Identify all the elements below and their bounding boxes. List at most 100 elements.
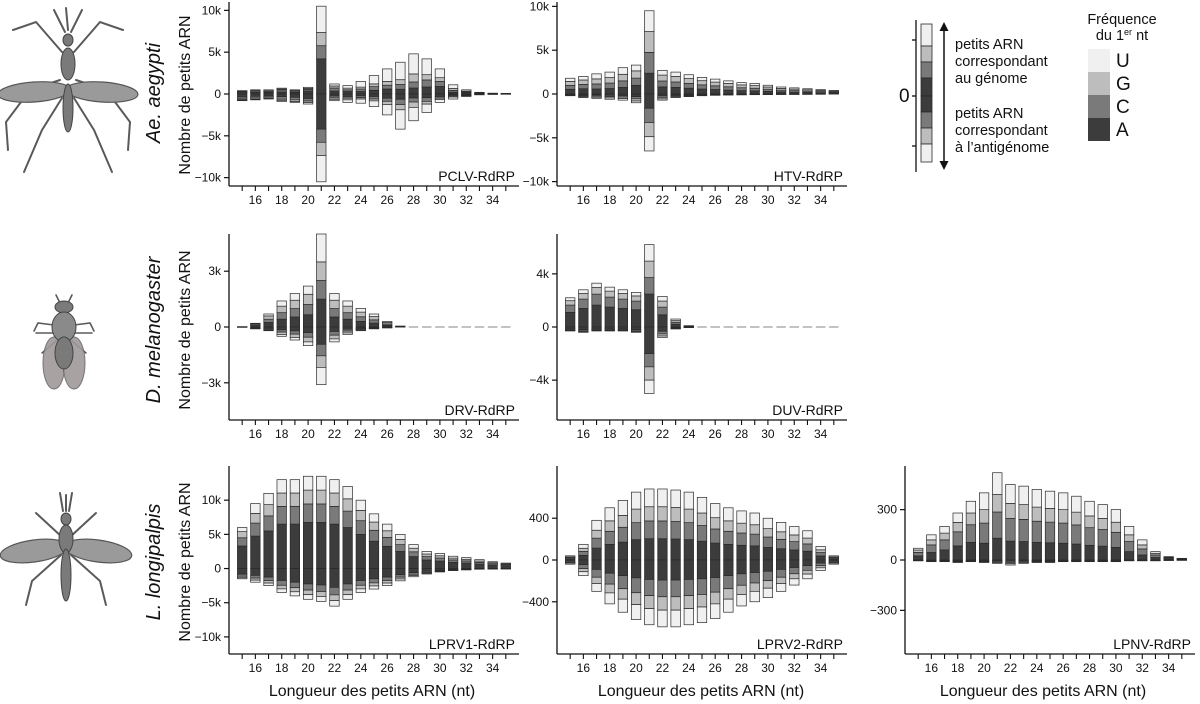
bar-segment-pos-G bbox=[1071, 511, 1082, 526]
bar-segment-pos-U bbox=[500, 562, 511, 565]
legend-arrow-up-head bbox=[939, 22, 949, 31]
bar-segment-pos-A bbox=[250, 535, 261, 569]
bar-segment-pos-C bbox=[1031, 520, 1042, 543]
y-axis-label-row1: Nombre de petits ARN bbox=[177, 15, 194, 174]
bar-segment-neg-U bbox=[382, 582, 393, 586]
bar-segment-pos-A bbox=[474, 563, 485, 569]
bar-segment-pos-G bbox=[289, 492, 301, 507]
bar-segment-pos-C bbox=[578, 298, 589, 309]
bar-segment-pos-U bbox=[644, 488, 655, 508]
bar-segment-neg-A bbox=[762, 559, 774, 572]
bar-segment-pos-A bbox=[736, 90, 747, 95]
bar-segment-neg-U bbox=[657, 98, 668, 101]
bar-segment-neg-U bbox=[302, 102, 314, 105]
bar-segment-pos-A bbox=[302, 522, 314, 569]
bar-segment-neg-U bbox=[408, 575, 419, 578]
panel-title: DUV-RdRP bbox=[772, 402, 843, 418]
bar-segment-pos-C bbox=[368, 86, 380, 91]
x-tick-label: 24 bbox=[1030, 661, 1044, 675]
y-tick-label: 0 bbox=[542, 553, 549, 567]
bar-segment-neg-C bbox=[670, 579, 681, 598]
bar-segment-pos-U bbox=[250, 503, 261, 514]
x-tick-label: 30 bbox=[761, 427, 775, 441]
legend-label-U: U bbox=[1116, 51, 1130, 72]
bar-segment-neg-C bbox=[382, 576, 393, 581]
bar-segment-neg-U bbox=[302, 341, 314, 346]
bar-segment-neg-G bbox=[710, 591, 721, 605]
bar-segment-neg-U bbox=[263, 329, 274, 332]
bar-segment-pos-U bbox=[749, 83, 760, 86]
bar-segment-pos-G bbox=[604, 77, 615, 84]
mosquito-icon bbox=[0, 7, 139, 173]
bar-segment-neg-C bbox=[329, 331, 340, 336]
bar-segment-pos-U bbox=[1097, 504, 1108, 519]
x-tick-label: 34 bbox=[486, 661, 500, 675]
bar-segment-pos-G bbox=[657, 74, 668, 82]
bar-segment-neg-C bbox=[644, 579, 655, 596]
legend-zero-label: 0 bbox=[899, 86, 910, 107]
bar-segment-neg-C bbox=[657, 579, 668, 598]
bar-segment-neg-A bbox=[329, 568, 340, 588]
x-tick-label: 24 bbox=[682, 661, 696, 675]
bar-segment-pos-C bbox=[617, 526, 629, 543]
bar-segment-neg-A bbox=[644, 559, 655, 580]
bar-segment-neg-U bbox=[578, 571, 589, 577]
bar-segment-pos-A bbox=[670, 87, 681, 95]
panel-title: DRV-RdRP bbox=[444, 402, 515, 418]
bar-segment-pos-C bbox=[723, 86, 734, 91]
x-tick-label: 18 bbox=[603, 661, 617, 675]
bar-segment-pos-A bbox=[939, 549, 950, 561]
bar-segment-pos-U bbox=[382, 523, 393, 532]
bar-segment-pos-C bbox=[368, 319, 380, 324]
bar-segment-pos-G bbox=[355, 311, 366, 318]
bar-segment-neg-C bbox=[657, 330, 668, 335]
bar-segment-pos-G bbox=[329, 492, 340, 507]
bar-segment-pos-A bbox=[1084, 544, 1095, 561]
y-tick-label: 3k bbox=[208, 264, 222, 278]
bar-segment-neg-U bbox=[434, 99, 446, 103]
bar-segment-neg-C bbox=[762, 570, 774, 582]
bar-segment-pos-U bbox=[604, 71, 615, 78]
bar-segment-pos-C bbox=[710, 85, 721, 90]
bar-segment-pos-C bbox=[421, 556, 432, 561]
x-tick-label: 18 bbox=[275, 427, 289, 441]
bar-segment-pos-U bbox=[710, 503, 721, 519]
bar-segment-pos-A bbox=[1110, 547, 1122, 561]
bar-segment-pos-G bbox=[630, 508, 642, 524]
bar-segment-pos-C bbox=[382, 537, 393, 547]
bar-segment-neg-A bbox=[237, 568, 248, 575]
bar-segment-pos-U bbox=[382, 321, 393, 323]
bar-segment-pos-G bbox=[604, 290, 615, 298]
bar-segment-neg-C bbox=[644, 107, 655, 123]
bar-segment-pos-G bbox=[1110, 521, 1122, 533]
bar-segment-neg-U bbox=[421, 103, 432, 113]
x-tick-label: 28 bbox=[735, 427, 749, 441]
y-tick-label: 5k bbox=[208, 527, 222, 541]
bar-segment-neg-G bbox=[723, 588, 734, 600]
bar-segment-neg-G bbox=[382, 580, 393, 584]
bar-segment-pos-C bbox=[762, 536, 774, 548]
bar-segment-pos-A bbox=[316, 58, 327, 95]
bar-segment-pos-C bbox=[1084, 527, 1095, 546]
bar-segment-pos-C bbox=[591, 537, 602, 549]
x-tick-label: 22 bbox=[656, 661, 670, 675]
x-tick-label: 16 bbox=[249, 661, 263, 675]
legend-example-bar bbox=[920, 23, 933, 163]
bar-segment-pos-U bbox=[802, 530, 813, 539]
bar-segment-pos-G bbox=[421, 74, 432, 81]
bar-segment-neg-A bbox=[237, 93, 248, 98]
bar-segment-pos-C bbox=[749, 87, 760, 92]
bar-segment-neg-C bbox=[395, 574, 406, 578]
bar-segment-pos-U bbox=[762, 517, 774, 530]
bar-segment-neg-G bbox=[382, 100, 393, 105]
x-tick-label: 28 bbox=[1083, 661, 1097, 675]
bar-segment-neg-U bbox=[395, 578, 406, 582]
bar-segment-pos-A bbox=[749, 90, 760, 95]
bar-segment-pos-G bbox=[302, 489, 314, 505]
species-label-longipalpis: L. longipalpis bbox=[143, 504, 165, 621]
bar-segment-neg-U bbox=[696, 606, 708, 624]
bar-segment-pos-A bbox=[329, 316, 340, 328]
bar-segment-pos-G bbox=[939, 532, 950, 541]
bar-segment-pos-C bbox=[604, 530, 615, 545]
bar-segment-pos-U bbox=[775, 86, 787, 89]
